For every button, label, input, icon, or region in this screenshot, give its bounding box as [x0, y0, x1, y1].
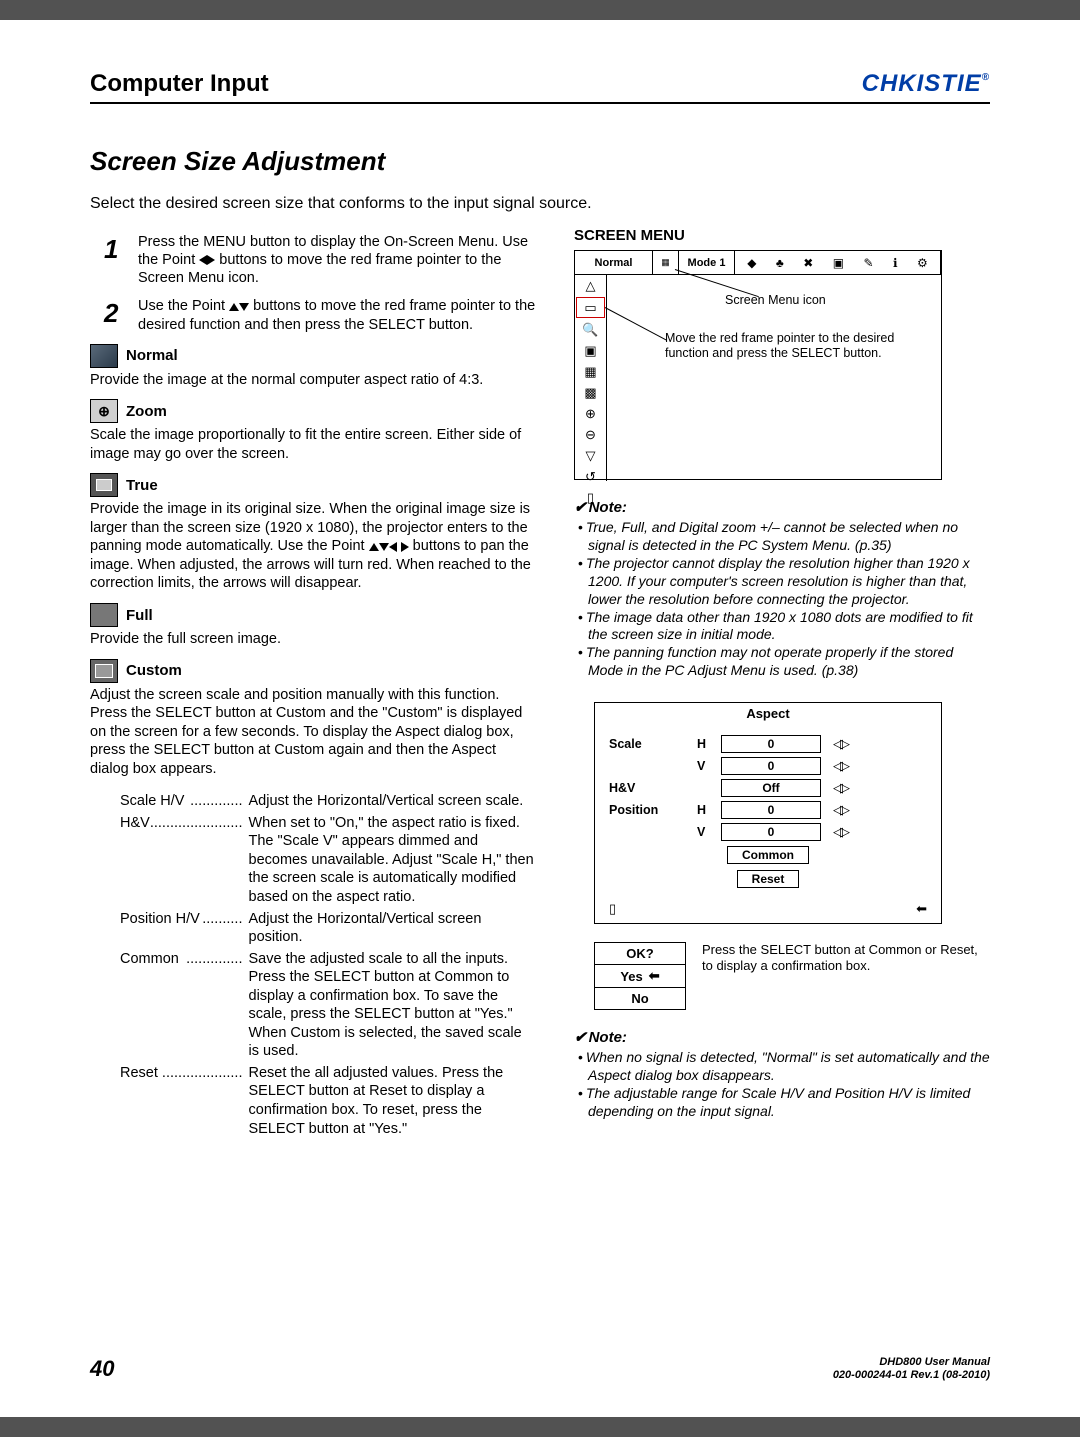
note-heading: Note:	[574, 498, 990, 516]
menu-item: ▽	[575, 445, 606, 466]
annotation: Move the red frame pointer to the desire…	[665, 331, 935, 361]
aspect-dialog: Aspect ScaleH0◁▷ V0◁▷ H&VOff◁▷ PositionH…	[594, 702, 942, 924]
menu-item: 🔍	[575, 319, 606, 340]
note-item: The image data other than 1920 x 1080 do…	[588, 609, 990, 645]
mode-custom-head: Custom	[90, 659, 538, 683]
menu-name: Normal	[575, 251, 653, 274]
confirm-no: No	[595, 988, 685, 1009]
adjust-arrows-icon: ◁▷	[833, 824, 847, 840]
step-number: 2	[104, 297, 124, 333]
menu-icon: ✎	[863, 256, 873, 270]
note-item: The panning function may not operate pro…	[588, 644, 990, 680]
menu-item-selected: ▭	[576, 297, 605, 318]
note-list-2: When no signal is detected, "Normal" is …	[574, 1049, 990, 1121]
confirm-yes: Yes⬅	[595, 965, 685, 988]
menu-icon: ◆	[747, 256, 756, 270]
custom-icon	[90, 659, 118, 683]
step-2: 2 Use the Point buttons to move the red …	[104, 297, 538, 333]
mode-custom-desc: Adjust the screen scale and position man…	[90, 686, 538, 779]
menu-sidebar: △ ▭ 🔍 ▣ ▦ ▩ ⊕ ⊖ ▽ ↺ ▯	[575, 275, 607, 481]
quit-icon: ▯	[609, 901, 616, 917]
menu-item: ▯	[575, 487, 606, 508]
menu-item: △	[575, 275, 606, 296]
footer-info: DHD800 User Manual 020-000244-01 Rev.1 (…	[833, 1356, 990, 1382]
page-number: 40	[90, 1356, 114, 1382]
screen-menu-diagram: Normal ▦ Mode 1 ◆ ♣ ✖ ▣ ✎ ℹ ⚙ △ ▭ 🔍 ▣ ▦ ▩ ⊕ ⊖	[574, 250, 942, 480]
full-icon	[90, 603, 118, 627]
step-1: 1 Press the MENU button to display the O…	[104, 233, 538, 287]
confirm-question: OK?	[595, 943, 685, 965]
note-list-1: True, Full, and Digital zoom +/– cannot …	[574, 519, 990, 680]
step-text: Use the Point buttons to move the red fr…	[138, 297, 538, 333]
mode-label: Full	[126, 607, 153, 624]
mode-normal-desc: Provide the image at the normal computer…	[90, 371, 538, 390]
mode-label: Normal	[126, 347, 178, 364]
intro-text: Select the desired screen size that conf…	[90, 195, 990, 213]
aspect-title: Aspect	[595, 703, 941, 733]
mode-label: Custom	[126, 662, 182, 679]
page-title: Screen Size Adjustment	[90, 146, 990, 177]
menu-icon: ℹ	[893, 256, 898, 270]
step-text: Press the MENU button to display the On-…	[138, 233, 538, 287]
adjust-arrows-icon: ◁▷	[833, 736, 847, 752]
page-header: Computer Input CHKISTIE®	[90, 70, 990, 104]
menu-icon: ⚙	[917, 256, 928, 270]
left-arrow-icon	[389, 542, 397, 552]
mode-normal-head: Normal	[90, 344, 538, 368]
mode-full-head: Full	[90, 603, 538, 627]
menu-icon: ▣	[833, 256, 844, 270]
menu-icons: ◆ ♣ ✖ ▣ ✎ ℹ ⚙	[735, 251, 941, 274]
brand-logo: CHKISTIE®	[862, 70, 990, 98]
menu-item: ▦	[575, 361, 606, 382]
down-arrow-icon	[379, 543, 389, 551]
back-arrow-icon: ⬅	[916, 901, 927, 917]
note-item: The adjustable range for Scale H/V and P…	[588, 1085, 990, 1121]
mode-zoom-head: ⊕ Zoom	[90, 399, 538, 423]
confirm-box-wrap: OK? Yes⬅ No Press the SELECT button at C…	[594, 942, 990, 1010]
step-number: 1	[104, 233, 124, 287]
annotation: Screen Menu icon	[725, 293, 826, 308]
down-arrow-icon	[239, 303, 249, 311]
zoom-icon: ⊕	[90, 399, 118, 423]
mode-true-desc: Provide the image in its original size. …	[90, 500, 538, 593]
mode-zoom-desc: Scale the image proportionally to fit th…	[90, 426, 538, 463]
mode-full-desc: Provide the full screen image.	[90, 630, 538, 649]
page-footer: 40 DHD800 User Manual 020-000244-01 Rev.…	[90, 1356, 990, 1382]
note-item: True, Full, and Digital zoom +/– cannot …	[588, 519, 990, 555]
screen-menu-title: SCREEN MENU	[574, 227, 990, 244]
section-title: Computer Input	[90, 70, 269, 98]
mode-true-head: True	[90, 473, 538, 497]
mode-label: True	[126, 477, 158, 494]
normal-icon	[90, 344, 118, 368]
menu-item: ↺	[575, 466, 606, 487]
menu-item: ⊕	[575, 403, 606, 424]
left-arrow-icon	[199, 255, 207, 265]
note-heading: Note:	[574, 1028, 990, 1046]
reset-button: Reset	[737, 870, 800, 888]
menu-icon: ✖	[803, 256, 813, 270]
up-arrow-icon	[229, 303, 239, 311]
menu-spacer-icon: ▦	[653, 251, 679, 274]
back-arrow-icon: ⬅	[649, 968, 660, 984]
right-arrow-icon	[401, 542, 409, 552]
common-button: Common	[727, 846, 809, 864]
menu-mode: Mode 1	[679, 251, 735, 274]
menu-item: ▣	[575, 340, 606, 361]
definitions-table: Scale H/V.............Adjust the Horizon…	[118, 790, 538, 1141]
menu-icon: ♣	[776, 256, 784, 270]
confirm-note: Press the SELECT button at Common or Res…	[702, 942, 990, 975]
note-item: The projector cannot display the resolut…	[588, 555, 990, 609]
note-item: When no signal is detected, "Normal" is …	[588, 1049, 990, 1085]
menu-item: ⊖	[575, 424, 606, 445]
adjust-arrows-icon: ◁▷	[833, 802, 847, 818]
confirm-dialog: OK? Yes⬅ No	[594, 942, 686, 1010]
mode-label: Zoom	[126, 403, 167, 420]
up-arrow-icon	[369, 543, 379, 551]
true-icon	[90, 473, 118, 497]
menu-item: ▩	[575, 382, 606, 403]
adjust-arrows-icon: ◁▷	[833, 780, 847, 796]
adjust-arrows-icon: ◁▷	[833, 758, 847, 774]
